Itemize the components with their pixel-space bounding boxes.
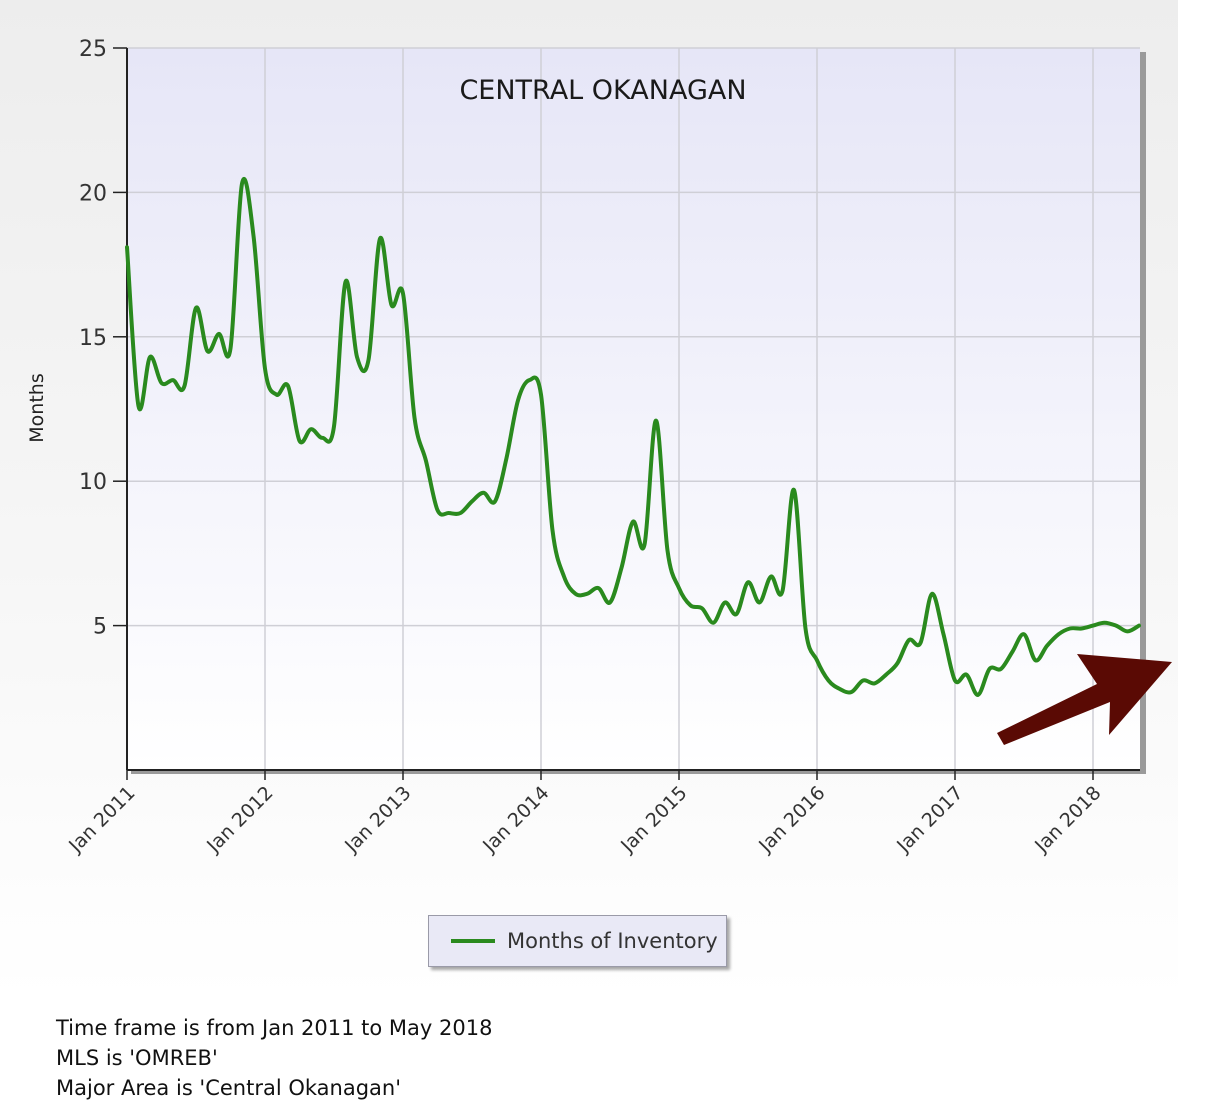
x-tick-label: Jan 2017: [892, 782, 967, 857]
y-tick-label: 25: [79, 37, 107, 62]
x-tick-label: Jan 2016: [754, 782, 829, 857]
x-tick-label: Jan 2014: [478, 782, 553, 857]
x-tick-label: Jan 2018: [1030, 782, 1105, 857]
legend-label: Months of Inventory: [507, 929, 718, 953]
y-tick-label: 10: [79, 470, 107, 495]
months-of-inventory-chart: 5 10 15 20 25 Jan 2011 Jan 2012 Jan 2013 Jan 201…: [26, 37, 1172, 857]
y-tick-label: 20: [79, 181, 107, 206]
y-axis-label: Months: [26, 373, 48, 442]
time-frame-text: Time frame is from Jan 2011 to May 2018: [56, 1016, 493, 1040]
grid-lines: [127, 47, 1140, 770]
axes: [113, 47, 1140, 780]
x-tick-label: Jan 2011: [64, 782, 139, 857]
trend-arrow: [997, 654, 1172, 745]
x-tick-label: Jan 2015: [616, 782, 691, 857]
major-area-text: Major Area is 'Central Okanagan': [56, 1076, 401, 1100]
x-tick-label: Jan 2013: [340, 782, 415, 857]
y-tick-label: 5: [93, 615, 107, 640]
legend-swatch: [451, 939, 495, 943]
chart-title: CENTRAL OKANAGAN: [459, 75, 746, 106]
y-tick-label: 15: [79, 326, 107, 351]
series: [125, 176, 1141, 697]
plot-area: [127, 48, 1140, 770]
series-line-months-of-inventory: [125, 176, 1141, 697]
chart-panel: 5 10 15 20 25 Jan 2011 Jan 2012 Jan 2013 Jan 201…: [0, 0, 1178, 1000]
footer-info: Time frame is from Jan 2011 to May 2018 …: [56, 1013, 492, 1103]
legend: Months of Inventory: [428, 915, 727, 967]
mls-text: MLS is 'OMREB': [56, 1046, 218, 1070]
x-tick-label: Jan 2012: [202, 782, 277, 857]
